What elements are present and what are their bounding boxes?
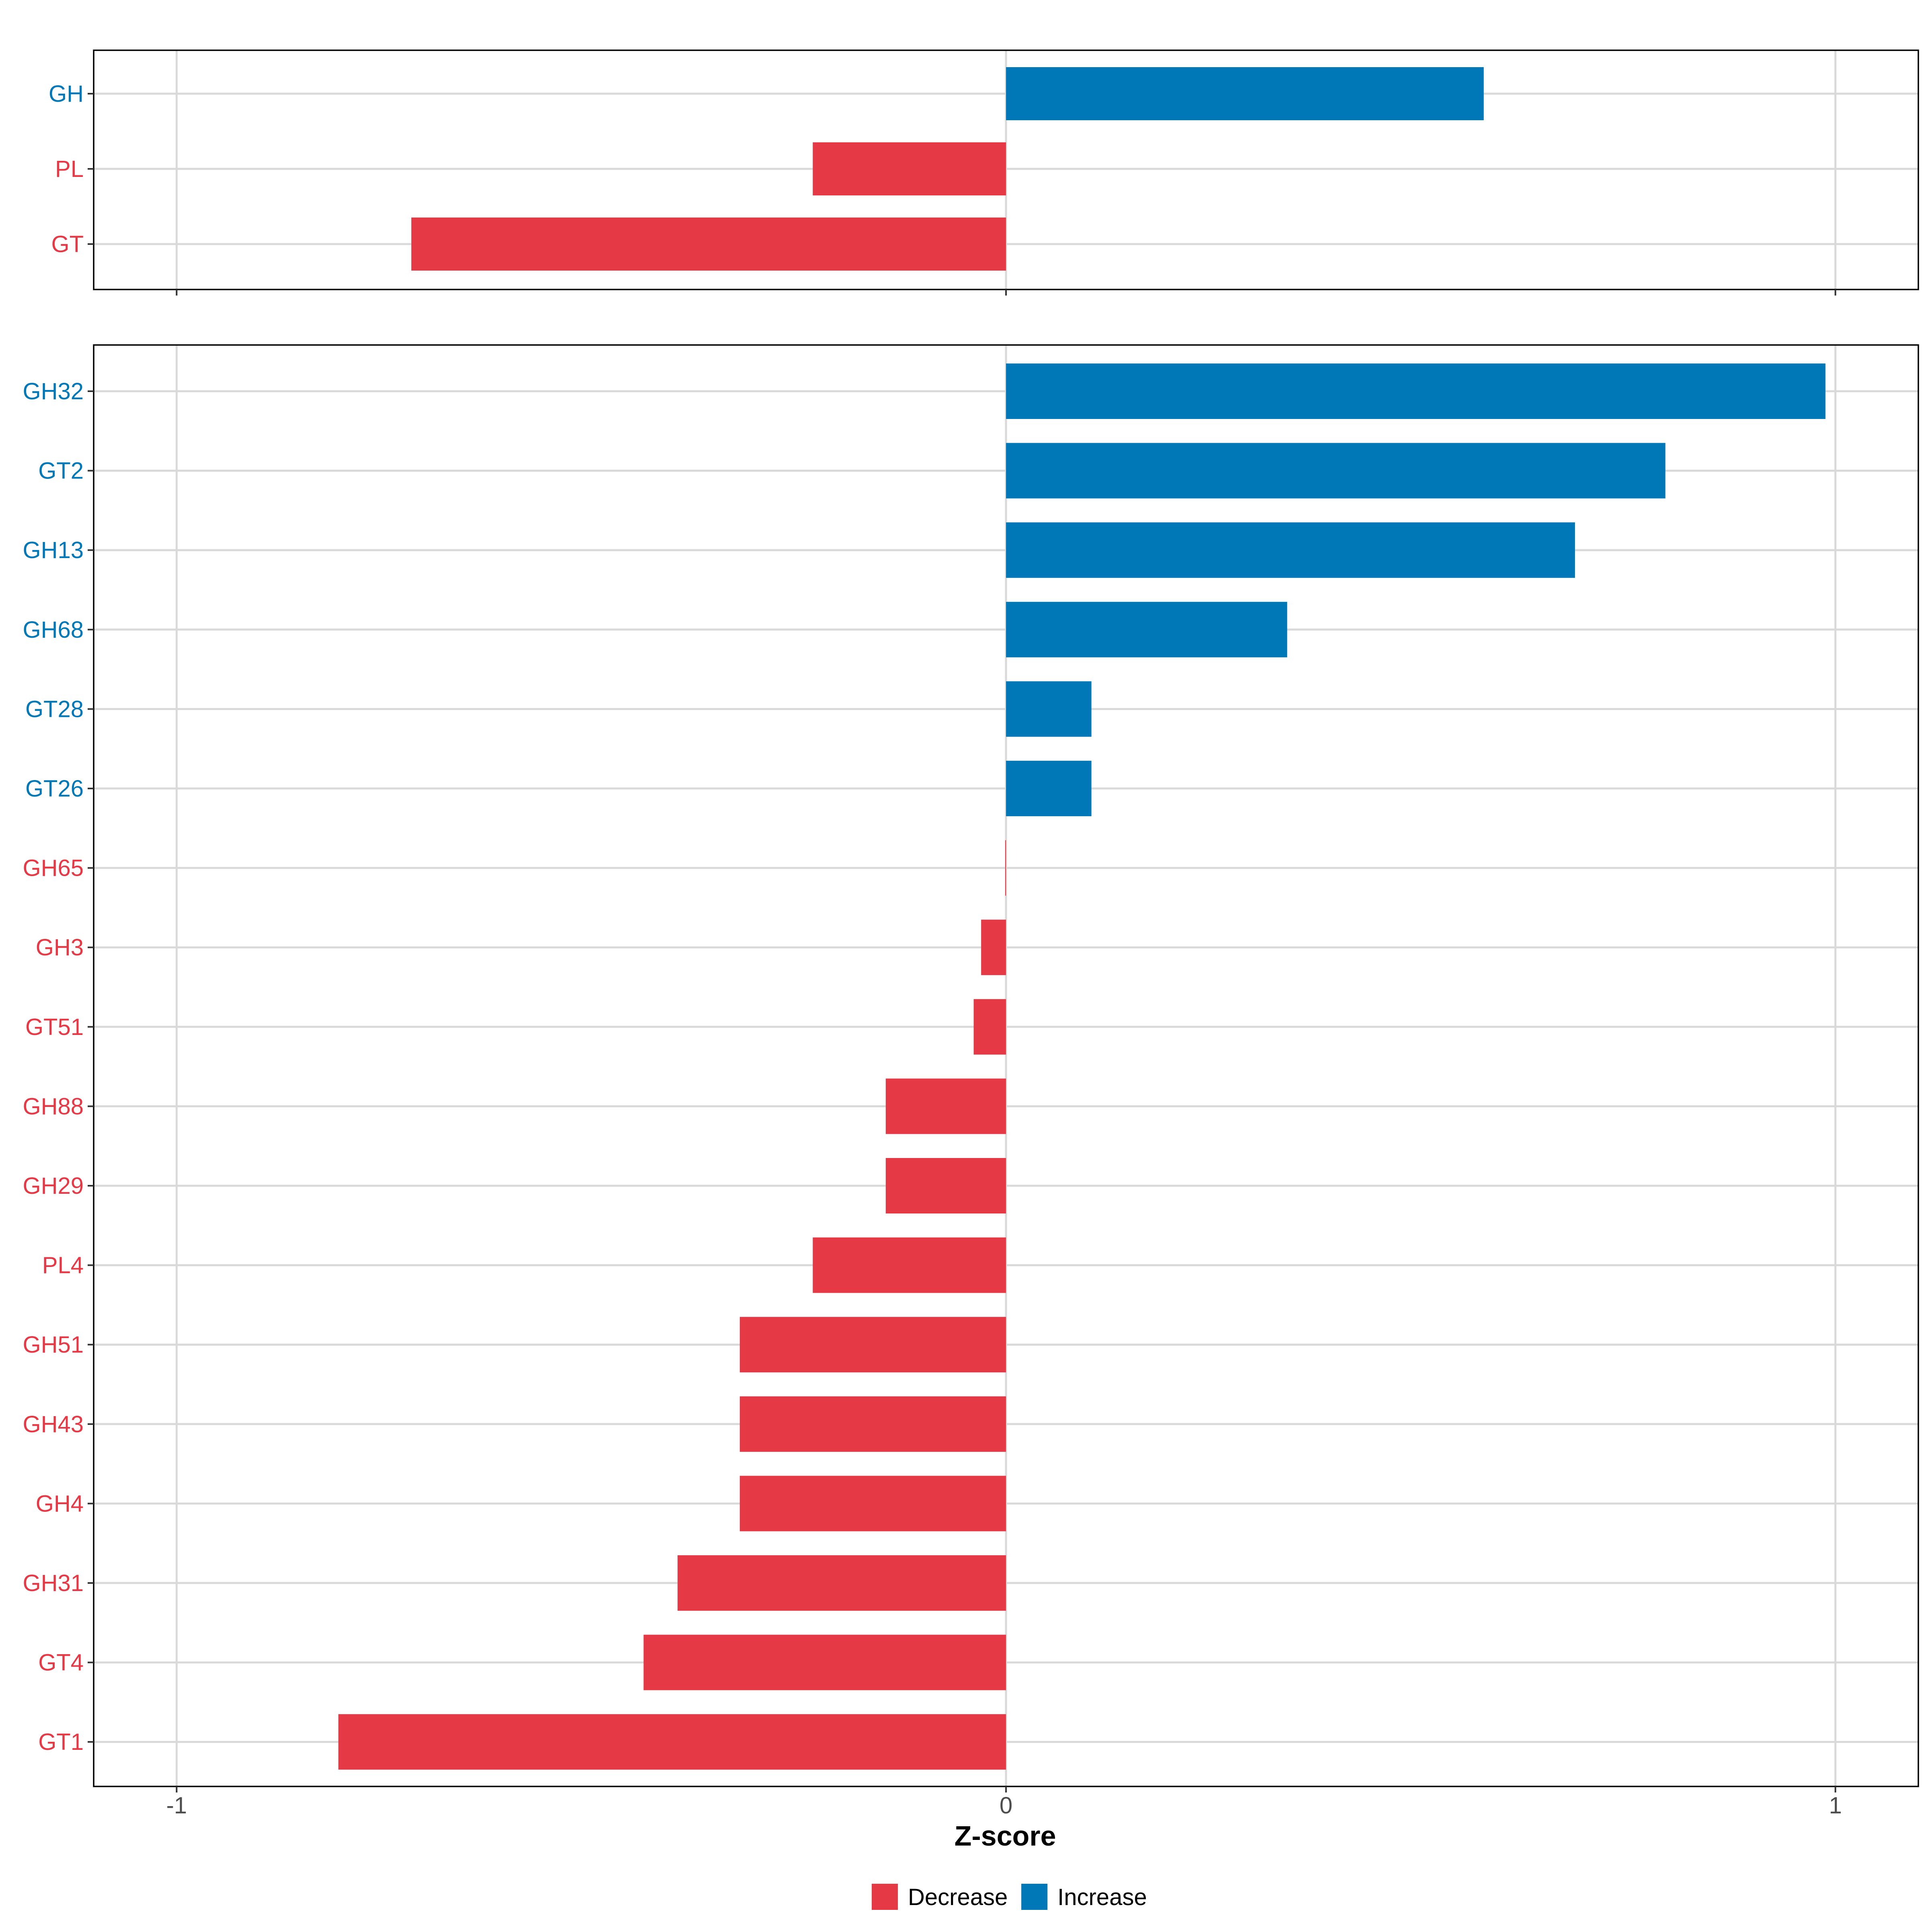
category-label-gh88: GH88 <box>23 1093 84 1119</box>
legend-swatch-decrease <box>872 1884 898 1910</box>
bar-gh43 <box>739 1396 1006 1452</box>
panel-class: GH PL GT <box>49 49 1919 296</box>
bar-gt2 <box>1006 443 1665 499</box>
category-label-gh51: GH51 <box>23 1332 84 1358</box>
category-label-gt26: GT26 <box>25 776 84 802</box>
bar-gh3 <box>981 920 1006 975</box>
legend-swatch-increase <box>1021 1884 1047 1910</box>
category-label-gh43: GH43 <box>23 1411 84 1437</box>
category-label-gt28: GT28 <box>25 696 84 722</box>
bar-gh31 <box>678 1555 1006 1611</box>
panel-family: GH32 GT2 GH13 GH68 GT28 GT26 GH65 GH3 GT51 GH88 GH… <box>23 344 1919 1792</box>
category-label-pl4: PL4 <box>42 1252 84 1279</box>
bar-gh65 <box>1005 840 1006 896</box>
x-tick-label--1: -1 <box>166 1792 187 1819</box>
bar-gh4 <box>739 1476 1006 1532</box>
bar-gh51 <box>739 1317 1006 1373</box>
legend: Decrease Increase <box>872 1884 1147 1910</box>
x-axis: -1 0 1 <box>166 1792 1842 1819</box>
x-axis-title: Z-score <box>955 1820 1056 1852</box>
legend-label-increase: Increase <box>1057 1884 1147 1910</box>
bar-gt28 <box>1006 681 1092 737</box>
category-label-gt: GT <box>51 231 84 257</box>
bar-gh88 <box>885 1078 1006 1134</box>
category-label-gt51: GT51 <box>25 1014 84 1040</box>
bar-gt26 <box>1006 761 1092 816</box>
category-label-gh31: GH31 <box>23 1570 84 1596</box>
bar-gh32 <box>1006 363 1825 419</box>
category-label-gh: GH <box>49 81 84 107</box>
category-label-pl: PL <box>55 156 84 182</box>
category-label-gh4: GH4 <box>36 1491 84 1517</box>
category-label-gh32: GH32 <box>23 378 84 404</box>
bar-gh29 <box>885 1158 1006 1213</box>
bar-pl4 <box>813 1237 1006 1293</box>
legend-label-decrease: Decrease <box>908 1884 1008 1910</box>
bar-pl <box>813 142 1006 195</box>
x-tick-label-1: 1 <box>1829 1792 1842 1819</box>
bar-gh68 <box>1006 602 1287 657</box>
bar-gt <box>411 218 1006 271</box>
x-tick-label-0: 0 <box>1000 1792 1012 1819</box>
bar-gt4 <box>643 1634 1006 1690</box>
category-label-gh68: GH68 <box>23 617 84 643</box>
category-label-gt1: GT1 <box>38 1729 84 1755</box>
bar-gt51 <box>973 999 1006 1055</box>
category-label-gh65: GH65 <box>23 855 84 881</box>
category-label-gh29: GH29 <box>23 1173 84 1199</box>
category-label-gh13: GH13 <box>23 537 84 563</box>
category-label-gt2: GT2 <box>38 458 84 484</box>
bar-gh <box>1006 67 1484 120</box>
bar-gh13 <box>1006 522 1575 578</box>
category-label-gt4: GT4 <box>38 1650 84 1676</box>
category-label-gh3: GH3 <box>36 934 84 961</box>
bar-gt1 <box>338 1714 1006 1770</box>
